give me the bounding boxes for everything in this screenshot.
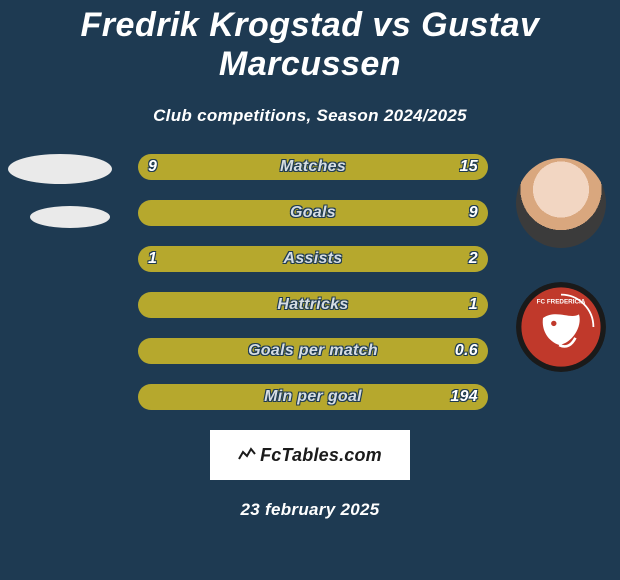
- stat-label: Goals: [138, 200, 488, 226]
- stat-value-right: 2: [469, 246, 478, 272]
- stat-label: Goals per match: [138, 338, 488, 364]
- page-title: Fredrik Krogstad vs Gustav Marcussen: [0, 0, 620, 84]
- stat-row: Goals9: [138, 200, 488, 226]
- stat-label: Matches: [138, 154, 488, 180]
- stat-label: Assists: [138, 246, 488, 272]
- source-logo-text: FcTables.com: [260, 445, 382, 465]
- stat-value-right: 1: [469, 292, 478, 318]
- subtitle: Club competitions, Season 2024/2025: [0, 106, 620, 126]
- stat-value-left: 9: [148, 154, 157, 180]
- date-text: 23 february 2025: [0, 500, 620, 520]
- svg-text:FC FREDERICIA: FC FREDERICIA: [537, 299, 586, 306]
- right-player-avatar: [516, 158, 606, 248]
- stat-row: Min per goal194: [138, 384, 488, 410]
- stat-value-right: 9: [469, 200, 478, 226]
- stat-value-left: 1: [148, 246, 157, 272]
- stat-value-right: 194: [450, 384, 478, 410]
- stat-value-right: 0.6: [455, 338, 478, 364]
- stat-row: Matches9 15: [138, 154, 488, 180]
- comparison-body: FC FREDERICIA Matches915Goals9Assists12H…: [0, 154, 620, 414]
- stat-value-right: 15: [460, 154, 478, 180]
- stat-label: Min per goal: [138, 384, 488, 410]
- comparison-card: Fredrik Krogstad vs Gustav Marcussen Clu…: [0, 0, 620, 580]
- stat-row: Goals per match0.6: [138, 338, 488, 364]
- left-club-badge-placeholder: [30, 206, 110, 228]
- left-player-avatar-placeholder: [8, 154, 112, 184]
- stat-bars: Matches915Goals9Assists12Hattricks1Goals…: [138, 154, 488, 430]
- stat-row: Hattricks1: [138, 292, 488, 318]
- stat-row: Assists1 2: [138, 246, 488, 272]
- right-club-badge: FC FREDERICIA: [516, 282, 606, 372]
- chart-icon: [238, 445, 256, 466]
- stat-label: Hattricks: [138, 292, 488, 318]
- source-logo: FcTables.com: [210, 430, 410, 480]
